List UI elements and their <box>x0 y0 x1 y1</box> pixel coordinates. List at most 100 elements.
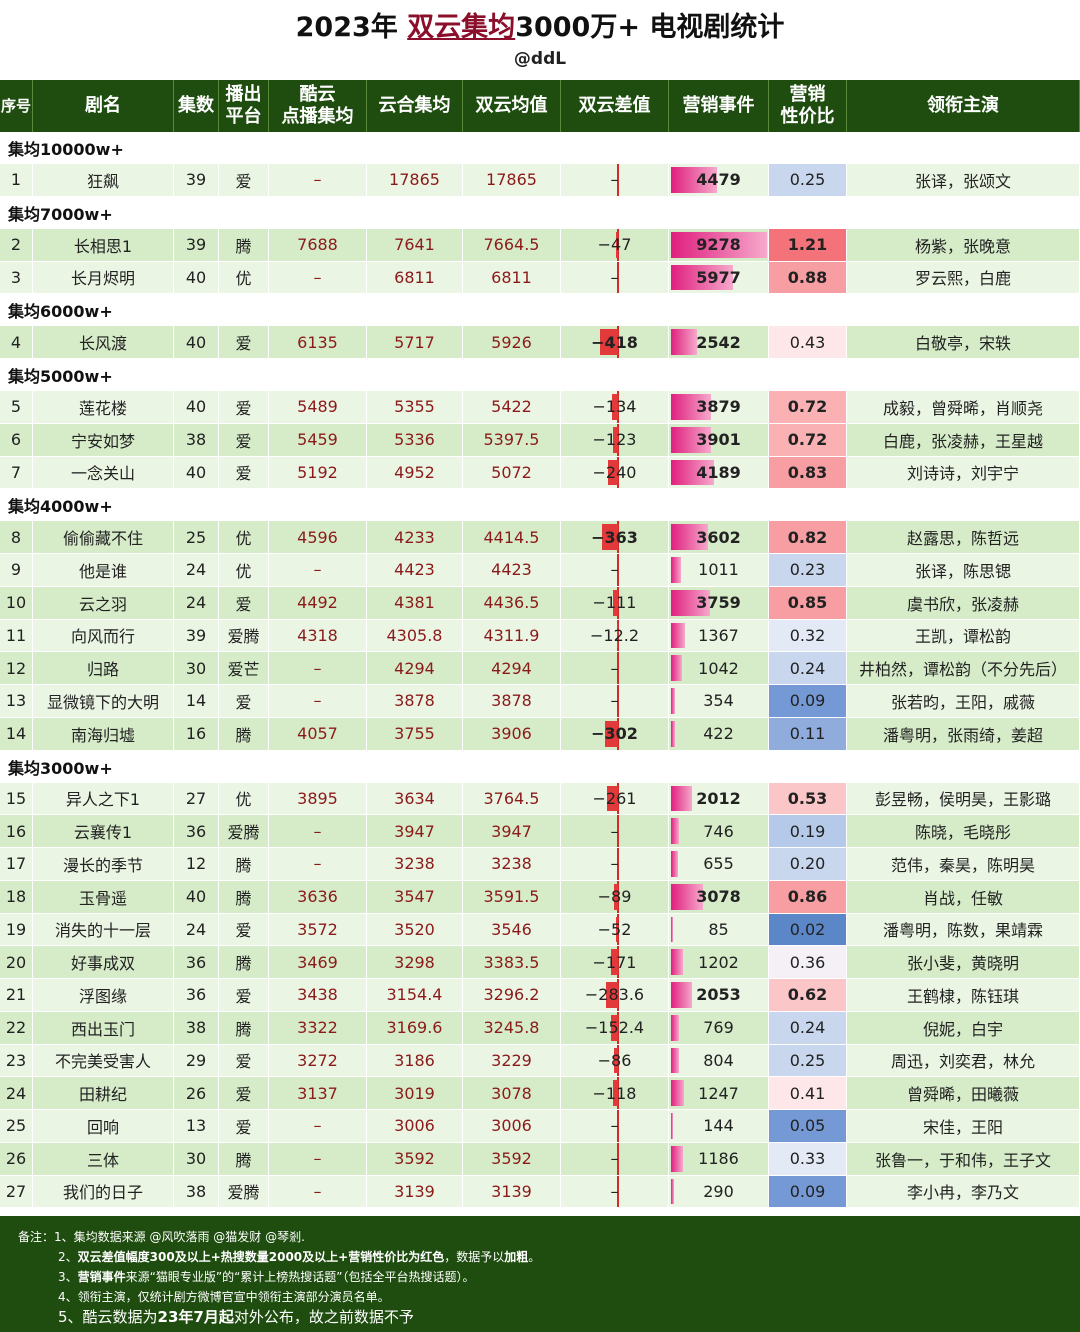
cell-plat: 爱 <box>219 1077 269 1110</box>
diff-axis-marker <box>617 261 619 294</box>
cell-plat-text: 爱 <box>235 921 252 941</box>
cell-name-text: 长月烬明 <box>70 269 135 289</box>
cell-diff: – <box>561 815 669 848</box>
diff-axis-marker <box>617 1044 619 1077</box>
cell-name: 回响 <box>33 1110 174 1143</box>
cell-kuyun: – <box>269 261 367 295</box>
cell-name-text: 狂飙 <box>86 171 119 191</box>
cell-eps-text: 24 <box>185 593 207 613</box>
table-row: 16 云襄传1 36 爱腾 – 3947 3947 – 746 0.19 陈晓，毛晓彤 <box>0 815 1080 848</box>
cell-lead: 张鲁一，于和伟，王子文 <box>847 1142 1080 1176</box>
cell-lead-text: 曾舜晞，田曦薇 <box>906 1085 1019 1105</box>
cell-name-text: 长相思1 <box>73 236 133 256</box>
cell-diff: −418 <box>561 326 669 359</box>
cell-avg: 5397.5 <box>463 423 561 457</box>
cell-lead: 虞书欣，张凌赫 <box>847 586 1080 620</box>
group-row: 集均4000w+ <box>0 489 1080 522</box>
cell-eps-text: 12 <box>185 854 207 874</box>
cell-ratio-text: 0.23 <box>789 560 826 580</box>
cell-ratio-text: 0.09 <box>789 691 826 711</box>
header-yunhe-line1: 云合集均 <box>378 95 451 116</box>
diff-bar <box>613 589 618 616</box>
cell-plat-text: 腾 <box>235 888 252 908</box>
cell-plat: 爱芒 <box>219 652 269 685</box>
cell-eps-text: 27 <box>185 788 207 808</box>
cell-ratio-text: 0.20 <box>789 854 826 874</box>
cell-diff-text: −152.4 <box>584 1018 645 1038</box>
diff-axis-marker <box>617 848 619 880</box>
cell-name: 长月烬明 <box>33 261 174 295</box>
cell-eps: 26 <box>174 1077 219 1110</box>
cell-name-text: 漫长的季节 <box>62 855 143 875</box>
cell-yunhe: 3547 <box>367 880 463 914</box>
cell-yunhe-text: 5336 <box>394 430 435 450</box>
diff-bar <box>612 394 618 420</box>
note-3-num: 3、 <box>58 1270 78 1284</box>
cell-mkt-text: 4479 <box>696 170 741 190</box>
cell-yunhe-text: 3634 <box>394 788 435 808</box>
cell-ratio: 0.02 <box>769 913 847 947</box>
cell-lead-text: 潘粤明，张雨绮，姜超 <box>882 725 1043 745</box>
cell-idx: 6 <box>0 423 33 457</box>
group-label: 集均7000w+ <box>8 204 113 224</box>
cell-name-text: 长风渡 <box>78 334 127 354</box>
cell-lead: 白敬亭，宋轶 <box>847 326 1080 359</box>
cell-avg: 3591.5 <box>463 880 561 914</box>
cell-diff: −86 <box>561 1044 669 1078</box>
cell-kuyun-text: – <box>313 821 322 841</box>
table-row: 14 南海归墟 16 腾 4057 3755 3906 −302 422 0.11 潘粤明，张雨绮，… <box>0 717 1080 751</box>
cell-name: 消失的十一层 <box>33 913 174 947</box>
note-4: 4、领衔主演，仅统计剧方微博官宣中领衔主演部分演员名单。 <box>58 1290 390 1304</box>
cell-avg-text: 7664.5 <box>483 235 540 255</box>
diff-axis-marker <box>617 619 619 652</box>
marketing-bar <box>671 524 709 550</box>
cell-mkt: 804 <box>669 1044 769 1078</box>
cell-eps-text: 39 <box>185 170 207 190</box>
cell-plat: 爱腾 <box>219 619 269 653</box>
cell-diff: – <box>561 261 669 295</box>
cell-eps: 36 <box>174 979 219 1012</box>
cell-eps-text: 40 <box>185 887 207 907</box>
cell-mkt: 4479 <box>669 164 769 197</box>
cell-avg: 7664.5 <box>463 228 561 262</box>
cell-yunhe: 3947 <box>367 815 463 848</box>
cell-plat-text: 爱腾 <box>227 627 260 647</box>
cell-ratio: 0.25 <box>769 1044 847 1078</box>
diff-axis-marker <box>617 815 619 847</box>
header-lead-line1: 领衔主演 <box>927 95 999 116</box>
group-row: 集均10000w+ <box>0 132 1080 164</box>
cell-lead: 赵露思，陈哲远 <box>847 521 1080 554</box>
cell-mkt-text: 2542 <box>696 332 741 352</box>
cell-idx-text: 12 <box>5 658 27 678</box>
marketing-bar <box>671 167 718 193</box>
cell-plat: 爱腾 <box>219 1175 269 1209</box>
note-1: 备注：1、集均数据来源 @风吹落雨 @猫发财 @琴剎. <box>18 1230 305 1244</box>
cell-name: 归路 <box>33 652 174 685</box>
cell-ratio-text: 0.53 <box>787 788 828 808</box>
cell-name-text: 云之羽 <box>78 594 127 614</box>
cell-plat-text: 优 <box>235 269 252 289</box>
cell-ratio-text: 0.72 <box>787 397 828 417</box>
cell-name: 漫长的季节 <box>33 848 174 881</box>
cell-lead-text: 潘粤明，陈数，果靖霖 <box>882 921 1043 941</box>
cell-idx-text: 20 <box>5 952 27 972</box>
cell-diff: – <box>561 164 669 197</box>
cell-eps-text: 25 <box>185 527 207 547</box>
cell-lead-text: 宋佳，王阳 <box>922 1117 1003 1137</box>
cell-yunhe: 3592 <box>367 1142 463 1176</box>
cell-name: 南海归墟 <box>33 717 174 751</box>
cell-plat: 优 <box>219 782 269 816</box>
cell-kuyun: – <box>269 1110 367 1143</box>
cell-avg: 3229 <box>463 1044 561 1078</box>
note-5: 5、酷云数据为23年7月起对外公布，故之前数据不予 <box>58 1308 414 1326</box>
diff-axis-marker <box>617 979 619 1011</box>
diff-axis-marker <box>617 391 619 423</box>
cell-avg: 3592 <box>463 1142 561 1176</box>
cell-eps-text: 40 <box>185 267 207 287</box>
cell-name: 宁安如梦 <box>33 423 174 457</box>
header-plat: 播出 平台 <box>219 80 269 132</box>
diff-axis-marker <box>617 1110 619 1142</box>
cell-kuyun-text: – <box>313 854 322 874</box>
cell-mkt-text: 1186 <box>698 1149 739 1169</box>
marketing-bar <box>671 1080 684 1106</box>
